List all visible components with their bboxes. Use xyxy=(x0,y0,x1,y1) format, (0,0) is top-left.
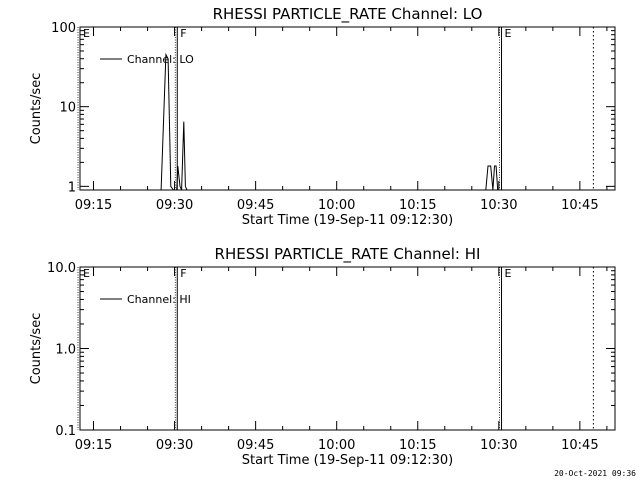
panel1-y-axis-label: Counts/sec xyxy=(29,73,44,145)
panel2-y-tick-label: 10.0 xyxy=(47,261,76,276)
panel2-chart-title: RHESSI PARTICLE_RATE Channel: HI xyxy=(215,245,481,264)
panel2-y-tick-label: 0.1 xyxy=(55,424,76,439)
panel2-x-axis-label: Start Time (19-Sep-11 09:12:30) xyxy=(242,453,453,468)
panel1-x-tick-label: 10:00 xyxy=(318,198,355,213)
panel2-marker-label: E xyxy=(83,267,90,280)
panel2-x-tick-label: 09:30 xyxy=(156,438,193,453)
panel2-y-axis-label: Counts/sec xyxy=(29,313,44,385)
panel1-x-tick-label: 09:30 xyxy=(156,198,193,213)
panel1-chart-title: RHESSI PARTICLE_RATE Channel: LO xyxy=(213,5,483,24)
panel1-plot-frame xyxy=(79,26,616,191)
panel2-x-tick-label: 09:15 xyxy=(75,438,112,453)
panel2-legend-label: Channel: HI xyxy=(127,293,191,306)
panel1-legend-label: Channel: LO xyxy=(127,53,194,66)
panel1-y-tick-label: 10 xyxy=(59,101,76,116)
panel1-x-tick-label: 10:30 xyxy=(480,198,517,213)
panel1-y-tick-label: 100 xyxy=(51,21,76,36)
panel2-x-tick-label: 10:15 xyxy=(399,438,436,453)
panel1-x-axis-label: Start Time (19-Sep-11 09:12:30) xyxy=(242,213,453,228)
panel2-x-tick-label: 10:30 xyxy=(480,438,517,453)
panel2-plot-frame xyxy=(79,266,616,431)
panel1-marker-label: E xyxy=(83,27,90,40)
panel2-x-tick-label: 09:45 xyxy=(237,438,274,453)
panel1-series-line xyxy=(160,52,500,191)
panel1-x-tick-label: 09:45 xyxy=(237,198,274,213)
panel2-y-tick-label: 1.0 xyxy=(55,343,76,358)
panel2-x-tick-label: 10:00 xyxy=(318,438,355,453)
panel1-x-tick-label: 10:45 xyxy=(561,198,598,213)
panel1-x-tick-label: 10:15 xyxy=(399,198,436,213)
generation-timestamp: 20-Oct-2021 09:36 xyxy=(554,469,636,478)
panel2-marker-label: E xyxy=(505,267,512,280)
panel1-marker-label: E xyxy=(505,27,512,40)
panel1-x-tick-label: 09:15 xyxy=(75,198,112,213)
panel1-marker-label: F xyxy=(180,27,186,40)
panel2-x-tick-label: 10:45 xyxy=(561,438,598,453)
panel2-marker-label: F xyxy=(180,267,186,280)
panel1-y-tick-label: 1 xyxy=(68,180,76,195)
